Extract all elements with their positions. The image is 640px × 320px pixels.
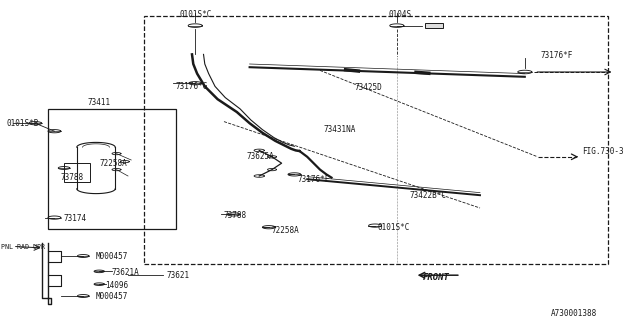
Text: 14096: 14096 bbox=[106, 281, 129, 290]
Text: 0104S: 0104S bbox=[388, 10, 412, 19]
Text: 73621A: 73621A bbox=[112, 268, 140, 277]
Text: 72258A: 72258A bbox=[99, 159, 127, 168]
Text: M000457: M000457 bbox=[96, 292, 129, 301]
Text: FRONT: FRONT bbox=[422, 273, 449, 282]
Bar bbox=[144, 16, 608, 264]
Text: FIG.730-3: FIG.730-3 bbox=[582, 147, 624, 156]
Bar bbox=[64, 163, 90, 182]
Text: PNL RAD UPR: PNL RAD UPR bbox=[1, 244, 45, 250]
Text: 0101S*B: 0101S*B bbox=[6, 119, 39, 128]
Text: 73788: 73788 bbox=[61, 173, 84, 182]
Text: 0101S*C: 0101S*C bbox=[179, 10, 211, 19]
Text: 73625A: 73625A bbox=[246, 152, 274, 161]
Bar bbox=[425, 23, 443, 28]
Bar bbox=[48, 109, 176, 229]
Text: 73422B*C: 73422B*C bbox=[410, 191, 447, 200]
Text: 73425D: 73425D bbox=[354, 84, 382, 92]
Text: 73176*G: 73176*G bbox=[176, 82, 209, 91]
Text: 72258A: 72258A bbox=[272, 226, 300, 235]
Text: M000457: M000457 bbox=[96, 252, 129, 261]
Text: 73788: 73788 bbox=[224, 212, 247, 220]
Text: 73176*F: 73176*F bbox=[298, 175, 330, 184]
Text: 73176*F: 73176*F bbox=[541, 52, 573, 60]
Text: 73174: 73174 bbox=[64, 214, 87, 223]
Text: 73411: 73411 bbox=[88, 98, 111, 107]
Text: 73431NA: 73431NA bbox=[323, 125, 356, 134]
Text: 0101S*C: 0101S*C bbox=[378, 223, 410, 232]
Text: 73621: 73621 bbox=[166, 271, 189, 280]
Text: A730001388: A730001388 bbox=[550, 309, 596, 318]
